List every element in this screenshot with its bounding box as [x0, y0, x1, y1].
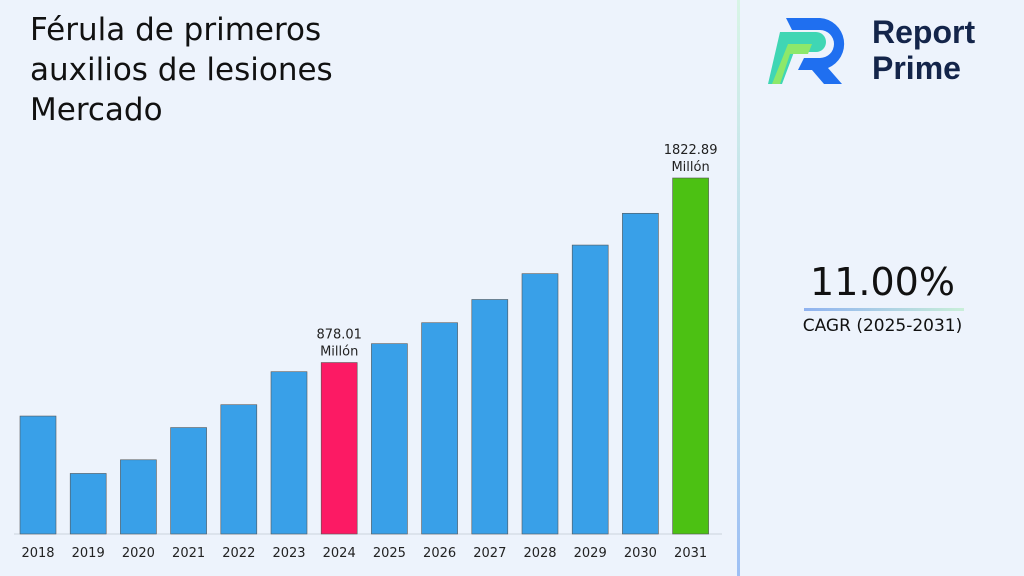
x-tick-label: 2022 [222, 546, 255, 561]
chart-title: Férula de primeros auxilios de lesiones … [30, 12, 333, 128]
x-tick-label: 2023 [272, 546, 305, 561]
divider [737, 0, 740, 576]
bar-2023 [270, 371, 308, 535]
x-tick-label: 2024 [323, 546, 356, 561]
x-tick-label: 2028 [523, 546, 556, 561]
x-tick-label: 2021 [172, 546, 205, 561]
bar-2021 [170, 427, 207, 535]
x-tick-label: 2027 [473, 546, 506, 561]
brand-name: Report Prime [872, 14, 975, 86]
x-tick-label: 2026 [423, 546, 456, 561]
bar-2028 [521, 273, 559, 535]
bar-2018 [19, 415, 57, 535]
bar-2022 [220, 404, 258, 535]
x-tick-label: 2029 [574, 546, 607, 561]
x-tick-label: 2030 [624, 546, 657, 561]
bar-2027 [471, 299, 509, 535]
report-prime-logo [768, 18, 845, 84]
cagr-label: CAGR (2025-2031) [802, 316, 963, 336]
bar-2026 [421, 322, 458, 535]
bar-2030 [622, 212, 659, 535]
bar-2024 [320, 362, 358, 535]
brand-line1: Report [872, 14, 976, 50]
data-label-unit: Millón [320, 345, 358, 360]
x-tick-label: 2018 [21, 546, 54, 561]
bar-2025 [371, 343, 408, 535]
bar-2031 [672, 177, 709, 535]
x-tick-label: 2020 [122, 546, 155, 561]
brand-line2: Prime [872, 50, 961, 86]
bar-chart: 2018 2019 2020 2021 2022 2023 2024 878.01 Millón… [14, 143, 722, 561]
data-label-value: 1822.89 [664, 143, 718, 158]
x-tick-label: 2019 [72, 546, 105, 561]
x-tick-label: 2025 [373, 546, 406, 561]
bar-2020 [120, 459, 157, 535]
cagr-value: 11.00% [810, 260, 955, 304]
cagr-underline [804, 308, 964, 311]
data-label-value: 878.01 [316, 328, 362, 343]
bar-2019 [69, 473, 107, 535]
x-tick-label: 2031 [674, 546, 707, 561]
data-label-unit: Millón [671, 160, 709, 175]
bar-2029 [571, 244, 609, 535]
